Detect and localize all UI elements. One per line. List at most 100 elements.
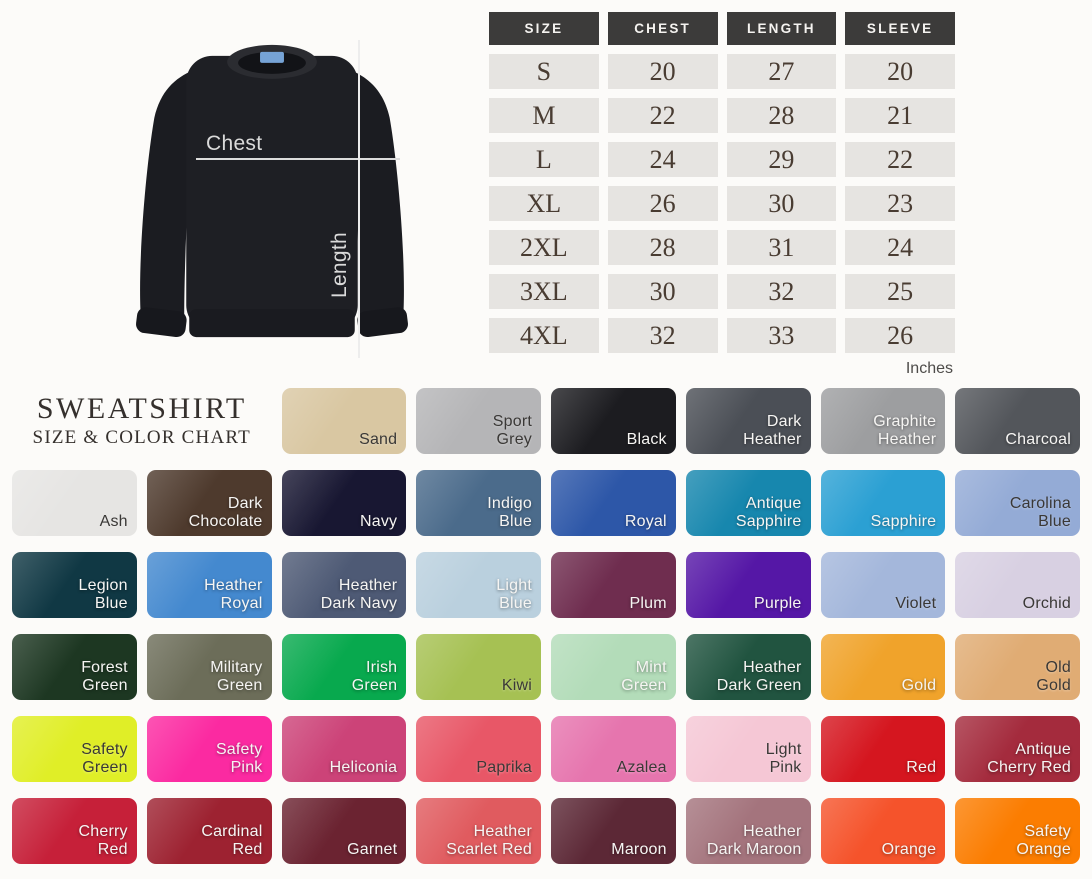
color-swatch-label: Antique Cherry Red xyxy=(987,741,1071,777)
color-swatch-label: Purple xyxy=(754,595,802,613)
size-table-grid: SIZE CHEST LENGTH SLEEVE S 20 27 20 M 22 28 21 L 24 29… xyxy=(489,12,955,353)
size-table-header-chest: CHEST xyxy=(607,12,718,45)
color-swatch-forest-green: Forest Green xyxy=(12,634,137,700)
color-swatch-heather-royal: Heather Royal xyxy=(146,552,272,618)
color-swatch-label: Dark Chocolate xyxy=(188,495,263,531)
size-table-cell: 28 xyxy=(607,230,718,265)
color-swatch-military-green: Military Green xyxy=(146,634,272,700)
color-swatch-label: Royal xyxy=(624,513,667,531)
size-table-size-cell: 3XL xyxy=(489,274,599,309)
color-swatch-label: Safety Pink xyxy=(215,741,263,777)
size-table-cell: 24 xyxy=(607,142,718,177)
color-swatch-antique-sapphire: Antique Sapphire xyxy=(685,470,811,536)
left-cuff xyxy=(136,307,187,338)
color-swatch-label: Light Pink xyxy=(765,741,802,777)
color-swatch-orange: Orange xyxy=(820,798,946,864)
color-swatch-heather-dark-navy: Heather Dark Navy xyxy=(281,552,407,618)
color-swatch-violet: Violet xyxy=(820,552,946,618)
color-grid: SWEATSHIRT SIZE & COLOR CHART Sand Sport … xyxy=(0,386,1092,864)
length-measure-line xyxy=(358,40,360,358)
color-swatch-antique-cherry-red: Antique Cherry Red xyxy=(955,716,1080,782)
top-section: Chest Length SIZE CHEST LENGTH SLEEVE S 20 27 2… xyxy=(0,0,1092,386)
waistband xyxy=(189,309,355,338)
chest-measurement-label: Chest xyxy=(206,132,263,155)
color-swatch-label: Carolina Blue xyxy=(1009,495,1071,531)
color-swatch-label: Orchid xyxy=(1022,595,1071,613)
size-table-cell: 20 xyxy=(607,54,718,89)
size-table-cell: 28 xyxy=(726,98,837,133)
color-swatch-dark-chocolate: Dark Chocolate xyxy=(146,470,272,536)
chart-title-line1: SWEATSHIRT xyxy=(36,391,247,425)
chest-measure-line xyxy=(196,158,400,160)
size-table: SIZE CHEST LENGTH SLEEVE S 20 27 20 M 22 28 21 L 24 29… xyxy=(489,12,955,378)
color-swatch-label: Ash xyxy=(99,513,128,531)
color-swatch-label: Dark Heather xyxy=(743,413,802,449)
size-table-cell: 22 xyxy=(845,142,955,177)
color-swatch-sand: Sand xyxy=(281,388,407,454)
right-cuff xyxy=(357,307,408,338)
color-swatch-label: Heather Dark Green xyxy=(716,659,802,695)
color-swatch-charcoal: Charcoal xyxy=(955,388,1080,454)
size-table-cell: 29 xyxy=(726,142,837,177)
color-swatch-label: Black xyxy=(626,431,667,449)
color-swatch-label: Maroon xyxy=(611,841,667,859)
size-table-cell: 30 xyxy=(607,274,718,309)
collar-tag xyxy=(260,51,284,63)
color-swatch-black: Black xyxy=(551,388,676,454)
color-swatch-label: Forest Green xyxy=(81,659,128,695)
size-table-cell: 26 xyxy=(845,318,955,353)
color-swatch-label: Paprika xyxy=(476,759,532,777)
color-swatch-label: Old Gold xyxy=(1036,659,1071,695)
size-table-header-length: LENGTH xyxy=(726,12,837,45)
color-swatch-label: Cardinal Red xyxy=(201,823,263,859)
color-swatch-label: Heather Dark Navy xyxy=(320,577,398,613)
color-swatch-royal: Royal xyxy=(551,470,676,536)
size-table-size-cell: M xyxy=(489,98,599,133)
size-table-cell: 32 xyxy=(726,274,837,309)
color-swatch-heliconia: Heliconia xyxy=(281,716,407,782)
color-swatch-red: Red xyxy=(820,716,946,782)
chart-title-card: SWEATSHIRT SIZE & COLOR CHART xyxy=(12,388,272,454)
color-swatch-label: Plum xyxy=(629,595,667,613)
color-swatch-label: Kiwi xyxy=(501,677,532,695)
size-table-cell: 21 xyxy=(845,98,955,133)
color-swatch-old-gold: Old Gold xyxy=(955,634,1080,700)
color-swatch-label: Indigo Blue xyxy=(487,495,532,531)
color-swatch-safety-orange: Safety Orange xyxy=(955,798,1080,864)
color-swatch-garnet: Garnet xyxy=(281,798,407,864)
color-swatch-light-pink: Light Pink xyxy=(685,716,811,782)
color-swatch-sapphire: Sapphire xyxy=(820,470,946,536)
size-table-cell: 30 xyxy=(726,186,837,221)
color-swatch-heather-scarlet-red: Heather Scarlet Red xyxy=(416,798,541,864)
size-table-cell: 32 xyxy=(607,318,718,353)
size-table-size-cell: L xyxy=(489,142,599,177)
color-swatch-label: Safety Green xyxy=(81,741,128,777)
color-swatch-label: Light Blue xyxy=(496,577,532,613)
sweatshirt-diagram: Chest Length xyxy=(0,0,470,386)
color-swatch-plum: Plum xyxy=(551,552,676,618)
size-table-header-sleeve: SLEEVE xyxy=(845,12,955,45)
color-swatch-dark-heather: Dark Heather xyxy=(685,388,811,454)
color-swatch-paprika: Paprika xyxy=(416,716,541,782)
size-table-size-cell: 4XL xyxy=(489,318,599,353)
color-swatch-ash: Ash xyxy=(12,470,137,536)
color-swatch-sport-grey: Sport Grey xyxy=(416,388,541,454)
color-swatch-azalea: Azalea xyxy=(551,716,676,782)
size-table-cell: 23 xyxy=(845,186,955,221)
color-swatch-label: Graphite Heather xyxy=(873,413,937,449)
color-swatch-label: Garnet xyxy=(347,841,398,859)
shirt-body xyxy=(186,55,358,332)
color-swatch-light-blue: Light Blue xyxy=(416,552,541,618)
color-swatch-mint-green: Mint Green xyxy=(551,634,676,700)
color-swatch-label: Charcoal xyxy=(1005,431,1071,449)
color-swatch-label: Orange xyxy=(881,841,937,859)
color-swatch-gold: Gold xyxy=(820,634,946,700)
color-swatch-label: Heather Scarlet Red xyxy=(446,823,532,859)
size-table-cell: 26 xyxy=(607,186,718,221)
color-swatch-navy: Navy xyxy=(281,470,407,536)
color-swatch-label: Legion Blue xyxy=(78,577,128,613)
size-table-cell: 33 xyxy=(726,318,837,353)
color-swatch-safety-pink: Safety Pink xyxy=(146,716,272,782)
color-swatch-orchid: Orchid xyxy=(955,552,1080,618)
color-swatch-label: Heather Dark Maroon xyxy=(706,823,802,859)
